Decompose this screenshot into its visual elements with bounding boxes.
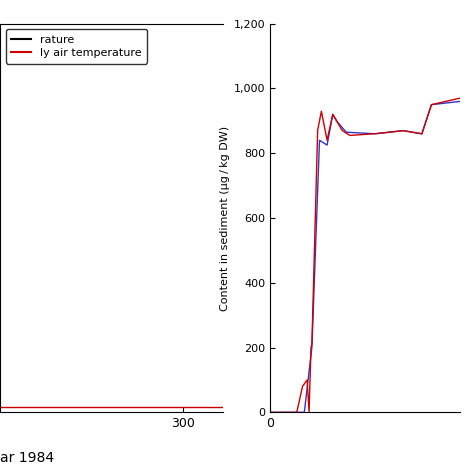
Text: ar 1984: ar 1984 bbox=[0, 450, 54, 465]
Legend: rature, ly air temperature: rature, ly air temperature bbox=[6, 29, 147, 64]
Y-axis label: Content in sediment (μg / kg DW): Content in sediment (μg / kg DW) bbox=[219, 126, 229, 310]
